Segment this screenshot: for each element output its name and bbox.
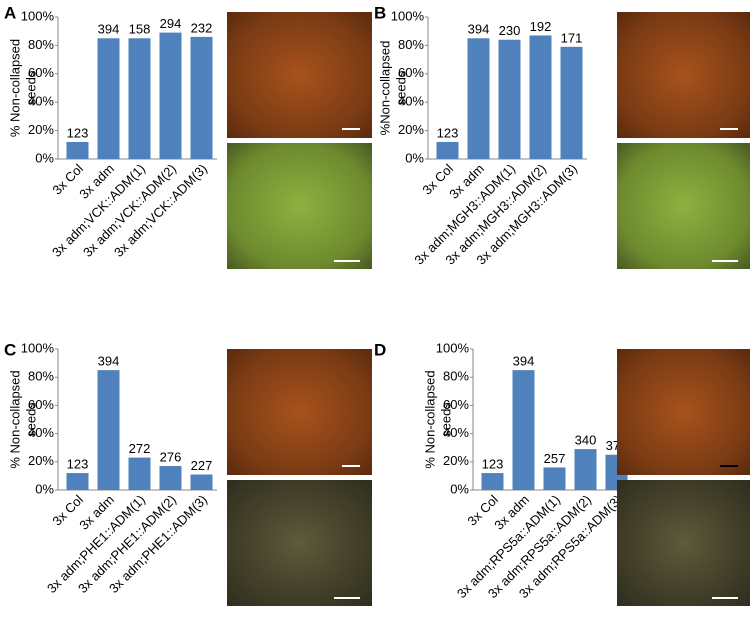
bar — [529, 35, 552, 159]
photo-seeds — [617, 12, 750, 138]
photo-seeds — [227, 12, 372, 138]
y-tick-label: 20% — [398, 122, 424, 137]
sample-size-label: 227 — [191, 458, 213, 473]
sample-size-label: 123 — [67, 125, 89, 140]
bar — [159, 466, 182, 490]
y-tick-label: 0% — [450, 481, 469, 496]
bar — [481, 473, 504, 490]
y-axis-label: seeds — [23, 402, 38, 437]
panel-letter: A — [4, 3, 16, 22]
y-tick-label: 20% — [443, 453, 469, 468]
sample-size-label: 230 — [499, 23, 521, 38]
y-axis-label: seeds — [438, 402, 453, 437]
y-tick-label: 60% — [398, 65, 424, 80]
y-tick-label: 40% — [443, 425, 469, 440]
photo-seeds — [617, 349, 750, 475]
photo-seedlings — [617, 480, 750, 606]
sample-size-label: 340 — [575, 433, 597, 448]
bar — [560, 46, 583, 159]
y-tick-label: 20% — [28, 453, 54, 468]
sample-size-label: 158 — [129, 22, 151, 37]
sample-size-label: 192 — [530, 19, 552, 34]
bar — [190, 36, 213, 159]
photo-seedlings — [227, 480, 372, 606]
y-tick-label: 100% — [391, 8, 425, 23]
y-tick-label: 60% — [443, 397, 469, 412]
bar — [159, 32, 182, 160]
sample-size-label: 276 — [160, 449, 182, 464]
sample-size-label: 257 — [544, 451, 566, 466]
sample-size-label: 394 — [468, 22, 490, 37]
sample-size-label: 232 — [191, 20, 213, 35]
photo-seedlings — [617, 143, 750, 269]
y-tick-label: 0% — [35, 481, 54, 496]
bar — [498, 39, 521, 159]
bar — [467, 38, 490, 159]
sample-size-label: 294 — [160, 16, 182, 31]
y-tick-label: 80% — [28, 37, 54, 52]
panel-letter: C — [4, 340, 16, 359]
bar — [97, 38, 120, 159]
sample-size-label: 272 — [129, 441, 151, 456]
y-tick-label: 0% — [35, 150, 54, 165]
y-axis-label: seeds — [393, 70, 408, 105]
bar — [436, 141, 459, 159]
y-tick-label: 80% — [443, 369, 469, 384]
photo-seedlings — [227, 143, 372, 269]
sample-size-label: 394 — [98, 354, 120, 369]
y-tick-label: 100% — [436, 340, 470, 355]
sample-size-label: 394 — [98, 22, 120, 37]
sample-size-label: 123 — [437, 125, 459, 140]
sample-size-label: 123 — [67, 457, 89, 472]
sample-size-label: 394 — [513, 354, 535, 369]
y-tick-label: 20% — [28, 122, 54, 137]
y-tick-label: 40% — [398, 94, 424, 109]
y-axis-label: seeds — [23, 70, 38, 105]
y-tick-label: 40% — [28, 94, 54, 109]
y-axis-label: %Non-collapsed — [377, 41, 392, 136]
bar — [66, 141, 89, 159]
bar — [97, 370, 120, 490]
y-axis-label: % Non-collapsed — [7, 39, 22, 137]
y-tick-label: 60% — [28, 397, 54, 412]
bar — [512, 370, 535, 490]
y-tick-label: 0% — [405, 150, 424, 165]
bar — [128, 457, 151, 490]
y-tick-label: 80% — [28, 369, 54, 384]
y-tick-label: 40% — [28, 425, 54, 440]
panel-letter: D — [374, 340, 386, 359]
bar — [128, 38, 151, 159]
y-axis-label: % Non-collapsed — [422, 370, 437, 468]
sample-size-label: 171 — [561, 30, 583, 45]
bar — [66, 473, 89, 490]
y-tick-label: 100% — [21, 340, 55, 355]
y-tick-label: 100% — [21, 8, 55, 23]
photo-seeds — [227, 349, 372, 475]
sample-size-label: 123 — [482, 457, 504, 472]
panel-letter: B — [374, 3, 386, 22]
y-tick-label: 80% — [398, 37, 424, 52]
bar — [543, 467, 566, 490]
y-tick-label: 60% — [28, 65, 54, 80]
bar — [574, 449, 597, 490]
bar — [190, 474, 213, 490]
y-axis-label: % Non-collapsed — [7, 370, 22, 468]
